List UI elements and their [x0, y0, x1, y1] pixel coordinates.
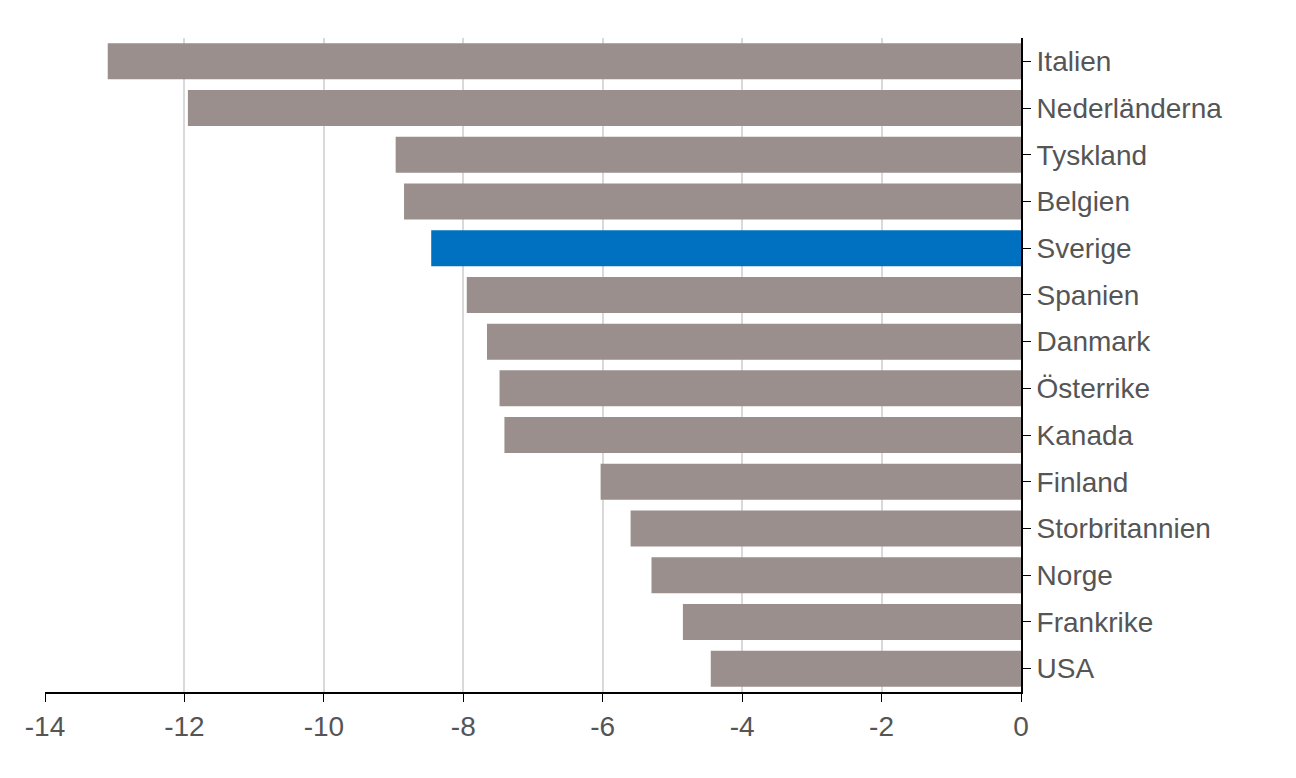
svg-text:0: 0 — [1013, 711, 1029, 742]
svg-text:Spanien: Spanien — [1037, 280, 1140, 311]
svg-text:-10: -10 — [304, 711, 344, 742]
svg-text:Tyskland: Tyskland — [1037, 140, 1148, 171]
svg-text:Norge: Norge — [1037, 560, 1113, 591]
svg-text:Finland: Finland — [1037, 467, 1129, 498]
svg-text:Sverige: Sverige — [1037, 233, 1132, 264]
svg-text:Frankrike: Frankrike — [1037, 607, 1154, 638]
svg-text:-2: -2 — [869, 711, 894, 742]
svg-text:Belgien: Belgien — [1037, 186, 1130, 217]
svg-text:USA: USA — [1037, 653, 1095, 684]
svg-text:Italien: Italien — [1037, 46, 1112, 77]
svg-text:-6: -6 — [590, 711, 615, 742]
svg-text:-8: -8 — [451, 711, 476, 742]
svg-text:Storbritannien: Storbritannien — [1037, 513, 1211, 544]
svg-text:Nederländerna: Nederländerna — [1037, 93, 1223, 124]
svg-text:Danmark: Danmark — [1037, 326, 1152, 357]
svg-text:-14: -14 — [25, 711, 65, 742]
svg-text:Kanada: Kanada — [1037, 420, 1134, 451]
svg-text:Österrike: Österrike — [1037, 373, 1151, 404]
svg-text:-12: -12 — [164, 711, 204, 742]
svg-text:-4: -4 — [730, 711, 755, 742]
